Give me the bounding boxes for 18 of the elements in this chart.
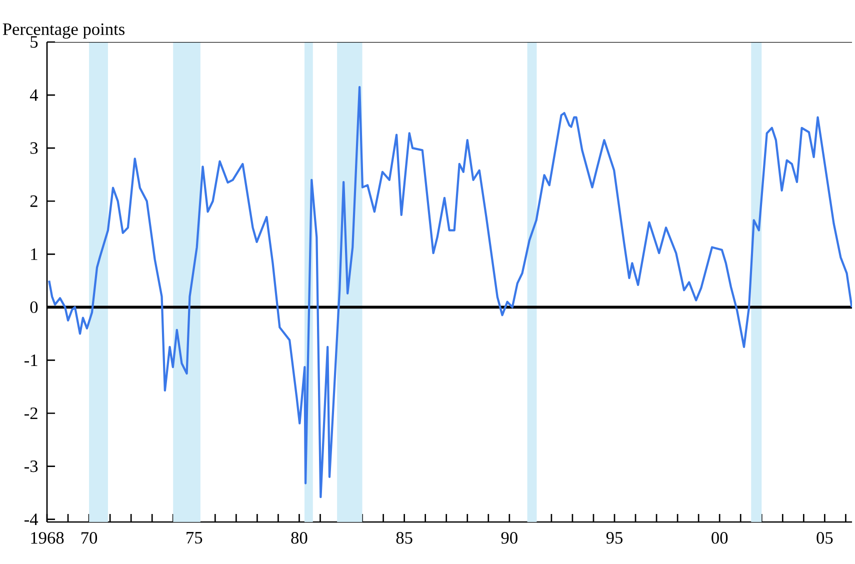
x-tick-label: 95: [606, 532, 622, 544]
y-tick-label: -2: [24, 408, 38, 420]
y-tick-label: 4: [30, 89, 38, 101]
x-tick-label: 70: [82, 532, 98, 544]
x-tick-label: 1968: [31, 532, 64, 544]
y-tick-label: -4: [24, 514, 38, 526]
x-tick-label: 00: [712, 532, 728, 544]
x-tick-label: 80: [291, 532, 308, 544]
y-tick-label: 3: [30, 142, 38, 154]
x-tick-label: 75: [186, 532, 202, 544]
x-tick-label: 90: [501, 532, 518, 544]
y-tick-label: 2: [30, 195, 38, 207]
y-tick-label: 0: [30, 301, 38, 314]
x-tick-label: 85: [396, 532, 412, 544]
x-tick-label: 05: [816, 532, 833, 544]
y-tick-label: -3: [24, 460, 38, 472]
y-tick-label: 1: [31, 248, 38, 260]
y-tick-label: -1: [24, 354, 38, 366]
